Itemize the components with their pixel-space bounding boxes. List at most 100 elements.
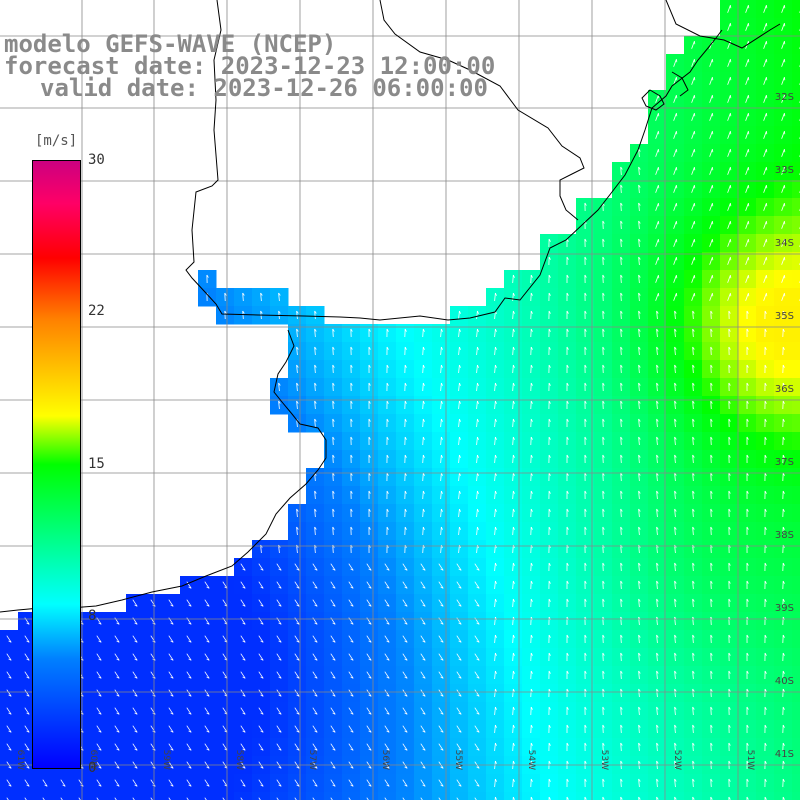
wind-arrow-head [512, 760, 515, 764]
wind-arrow-head [638, 292, 641, 296]
wind-arrow-head [350, 586, 354, 589]
wind-arrow-head [710, 652, 713, 656]
wind-arrow [456, 743, 462, 751]
wind-arrow [476, 328, 478, 338]
wind-arrow [692, 364, 694, 374]
wind-arrow [674, 508, 676, 518]
wind-arrow-head [638, 778, 641, 782]
wind-arrow-head [332, 418, 335, 422]
field-cell [450, 792, 469, 800]
wind-arrow [691, 59, 695, 67]
wind-arrow-head [782, 706, 785, 710]
wind-arrow [494, 436, 496, 446]
wind-arrow [6, 689, 12, 697]
field-cell [414, 792, 433, 800]
wind-arrow-head [98, 658, 102, 661]
wind-arrow [312, 779, 318, 787]
wind-arrow [710, 454, 712, 464]
wind-arrow-head [728, 598, 731, 602]
wind-arrow [674, 346, 676, 356]
wind-arrow-head [495, 724, 497, 728]
wind-arrow-head [8, 712, 12, 715]
wind-arrow-head [134, 658, 138, 661]
wind-arrow [186, 599, 192, 607]
wind-arrow-head [368, 748, 372, 751]
wind-arrow [96, 635, 102, 643]
wind-arrow [620, 274, 622, 284]
wind-arrow [332, 418, 334, 428]
wind-arrow-head [188, 604, 192, 607]
wind-arrow-head [548, 436, 551, 440]
wind-arrow [512, 796, 514, 800]
field-cell [486, 792, 505, 800]
wind-arrow [494, 580, 496, 590]
wind-arrow [422, 364, 424, 374]
longitude-label: 60W [88, 750, 98, 770]
wind-arrow [763, 275, 767, 283]
wind-arrow [186, 671, 192, 679]
wind-arrow-head [548, 670, 551, 674]
valid-date: valid date: 2023-12-26 06:00:00 [40, 74, 488, 102]
wind-arrow [710, 328, 712, 338]
wind-arrow-head [728, 418, 731, 422]
wind-arrow-head [746, 760, 749, 764]
wind-arrow-head [566, 580, 569, 584]
wind-arrow-head [764, 580, 767, 584]
wind-arrow [222, 743, 228, 751]
wind-arrow-head [206, 274, 209, 278]
wind-arrow-head [530, 688, 533, 692]
wind-arrow-head [386, 436, 389, 440]
wind-arrow-head [782, 436, 785, 440]
wind-arrow-head [674, 310, 677, 314]
wind-arrow-head [332, 730, 336, 733]
wind-arrow-head [638, 706, 641, 710]
longitude-label: 59W [161, 750, 171, 770]
wind-arrow-head [495, 346, 497, 350]
wind-arrow [727, 293, 731, 301]
wind-arrow-head [638, 400, 641, 404]
wind-arrow-head [602, 724, 605, 728]
wind-arrow [763, 23, 767, 31]
field-cell [792, 36, 800, 55]
wind-arrow-head [386, 454, 389, 458]
wind-arrow [656, 778, 658, 788]
field-cell [792, 18, 800, 37]
wind-arrow [656, 328, 658, 338]
wind-arrow [296, 346, 298, 356]
wind-arrow [422, 508, 424, 518]
wind-arrow-head [206, 604, 210, 607]
field-cell [522, 792, 541, 800]
wind-arrow-head [278, 676, 282, 679]
wind-arrow-head [602, 652, 605, 656]
wind-arrow-head [116, 658, 120, 661]
wind-arrow [78, 779, 84, 787]
wind-arrow-head [638, 220, 641, 224]
wind-arrow-head [170, 658, 174, 661]
wind-arrow [709, 203, 713, 211]
wind-arrow-head [278, 400, 281, 404]
wind-arrow [60, 797, 63, 800]
wind-arrow-head [350, 382, 353, 386]
wind-arrow [745, 293, 749, 301]
wind-arrow-head [170, 604, 174, 607]
wind-arrow-head [8, 730, 12, 733]
wind-arrow [420, 779, 426, 787]
wind-arrow [512, 526, 514, 536]
field-cell [792, 270, 800, 289]
wind-arrow [512, 292, 514, 302]
wind-arrow-head [764, 328, 767, 332]
wind-arrow-head [656, 382, 659, 386]
wind-arrow-head [495, 778, 497, 782]
wind-arrow-head [656, 778, 659, 782]
wind-arrow-head [206, 766, 210, 769]
wind-arrow-head [440, 748, 444, 751]
wind-arrow-head [440, 784, 444, 787]
wind-arrow [402, 671, 408, 679]
wind-arrow-head [386, 622, 390, 625]
longitude-label: 61W [15, 750, 25, 770]
wind-arrow [620, 400, 622, 410]
wind-arrow [222, 671, 228, 679]
wind-arrow [332, 346, 334, 356]
field-cell [0, 792, 19, 800]
